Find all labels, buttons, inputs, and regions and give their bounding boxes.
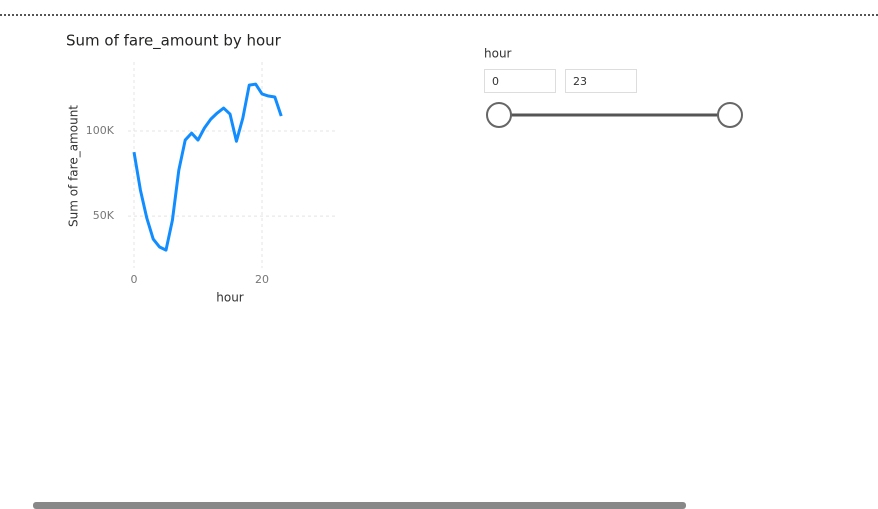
ribbon-edge <box>0 0 878 16</box>
slider-handle[interactable] <box>717 102 743 128</box>
slicer-slider[interactable] <box>486 102 743 128</box>
y-tick-label: 50K <box>93 209 115 222</box>
slicer-title: hour <box>484 47 512 61</box>
y-tick-label: 100K <box>86 124 115 137</box>
x-axis-label: hour <box>216 291 244 305</box>
scrollbar[interactable] <box>33 502 686 509</box>
y-axis-label: Sum of fare_amount <box>67 105 81 227</box>
data-line <box>132 82 283 252</box>
x-tick-label: 0 <box>131 273 138 286</box>
x-tick-label: 20 <box>255 273 269 286</box>
slicer-end-input[interactable]: 23 <box>565 69 637 93</box>
slicer-start-input[interactable]: 0 <box>484 69 556 93</box>
slider-handle[interactable] <box>486 102 512 128</box>
chart-title: Sum of fare_amount by hour <box>66 32 282 51</box>
